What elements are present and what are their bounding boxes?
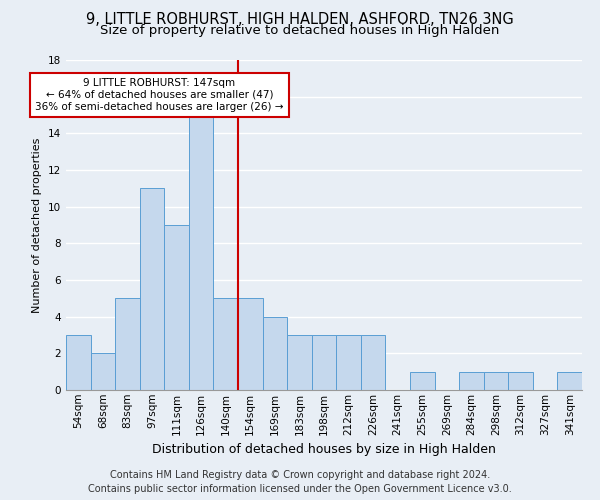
Bar: [312, 335, 336, 390]
Text: 9, LITTLE ROBHURST, HIGH HALDEN, ASHFORD, TN26 3NG: 9, LITTLE ROBHURST, HIGH HALDEN, ASHFORD…: [86, 12, 514, 28]
Bar: [189, 115, 214, 390]
Bar: [459, 372, 484, 390]
Bar: [263, 316, 287, 390]
Bar: [361, 335, 385, 390]
Bar: [91, 354, 115, 390]
Bar: [66, 335, 91, 390]
Bar: [238, 298, 263, 390]
Text: 9 LITTLE ROBHURST: 147sqm
← 64% of detached houses are smaller (47)
36% of semi-: 9 LITTLE ROBHURST: 147sqm ← 64% of detac…: [35, 78, 284, 112]
Bar: [287, 335, 312, 390]
Bar: [557, 372, 582, 390]
Bar: [410, 372, 434, 390]
Bar: [484, 372, 508, 390]
Bar: [115, 298, 140, 390]
Bar: [164, 225, 189, 390]
Bar: [508, 372, 533, 390]
Text: Contains HM Land Registry data © Crown copyright and database right 2024.
Contai: Contains HM Land Registry data © Crown c…: [88, 470, 512, 494]
Y-axis label: Number of detached properties: Number of detached properties: [32, 138, 43, 312]
Text: Size of property relative to detached houses in High Halden: Size of property relative to detached ho…: [100, 24, 500, 37]
Bar: [140, 188, 164, 390]
Bar: [214, 298, 238, 390]
X-axis label: Distribution of detached houses by size in High Halden: Distribution of detached houses by size …: [152, 443, 496, 456]
Bar: [336, 335, 361, 390]
